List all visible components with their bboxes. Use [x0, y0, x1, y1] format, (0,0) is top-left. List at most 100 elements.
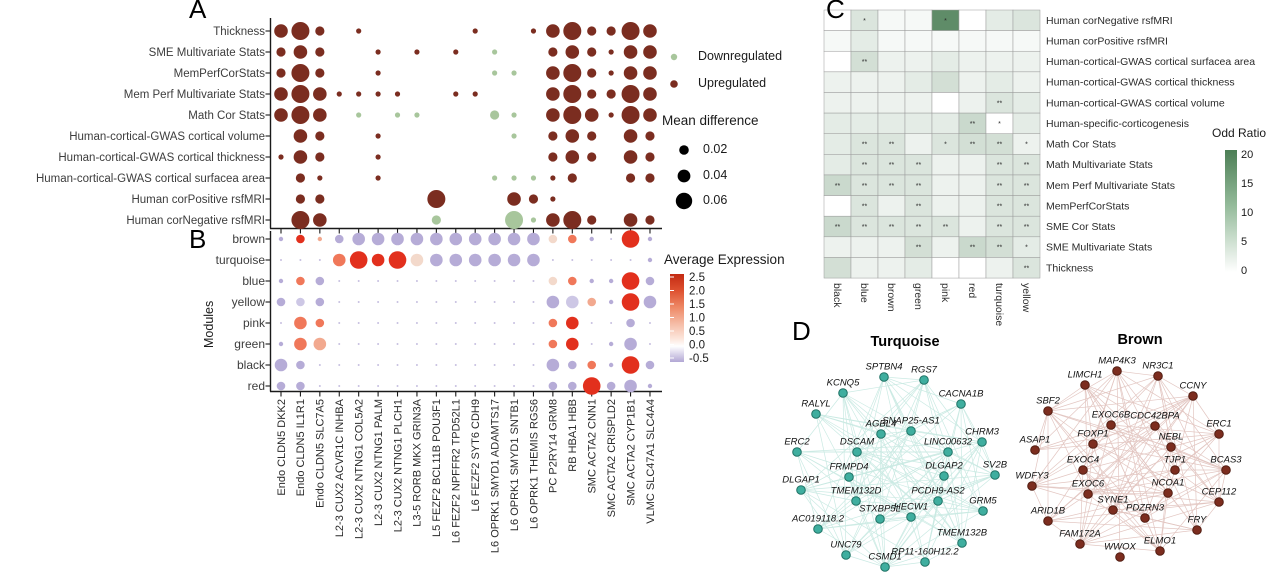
network-node-label: FRMPD4	[829, 462, 868, 473]
network-node-label: EXOC4	[1067, 455, 1099, 466]
network-node-label: GRM5	[969, 496, 997, 507]
panel-a-dotplot: Thickness SME Multivariate Stats MemPerfCo…	[36, 18, 693, 234]
network-node-label: EXOC6B	[1092, 410, 1131, 421]
network-node	[1214, 497, 1224, 507]
network-node-label: TMEM132B	[937, 528, 988, 539]
svg-text:Endo CLDN5 DKK2: Endo CLDN5 DKK2	[276, 399, 288, 496]
network-node-label: CSMD1	[868, 552, 901, 563]
svg-text:brown: brown	[885, 283, 897, 312]
network-node-label: ARID1B	[1030, 506, 1066, 517]
svg-text:**: **	[970, 121, 976, 128]
network-node	[957, 538, 967, 548]
svg-text:**: **	[997, 224, 1003, 231]
network-node-label: HECW1	[894, 502, 928, 513]
svg-text:**: **	[1024, 183, 1030, 190]
network-node	[1221, 465, 1231, 475]
network-node	[796, 485, 806, 495]
network-node	[838, 388, 848, 398]
network-node	[1115, 552, 1125, 562]
network-node	[956, 399, 966, 409]
svg-text:L6 OPRK1 SMYD1 SNTB1: L6 OPRK1 SMYD1 SNTB1	[509, 399, 521, 531]
svg-text:20: 20	[1241, 149, 1253, 161]
network-node-label: TMEM132D	[831, 486, 882, 497]
network-node-label: RP11-160H12.2	[891, 547, 959, 558]
svg-text:pink: pink	[939, 283, 951, 303]
network-node-label: NCOA1	[1152, 478, 1185, 489]
network-node	[879, 372, 889, 382]
network-node-label: BCAS3	[1210, 455, 1242, 466]
network-node-label: WWOX	[1104, 542, 1136, 553]
network-node-label: ERC1	[1206, 419, 1231, 430]
svg-text:**: **	[916, 162, 922, 169]
svg-text:green: green	[912, 283, 924, 310]
svg-text:MemPerfCorStats: MemPerfCorStats	[1046, 200, 1129, 212]
network-node-label: FOXP1	[1077, 429, 1108, 440]
svg-text:L6 FEZF2 NPFFR2 TPD52L1: L6 FEZF2 NPFFR2 TPD52L1	[451, 399, 463, 543]
svg-text:*: *	[863, 18, 866, 25]
svg-text:Human corNegative rsfMRI: Human corNegative rsfMRI	[1046, 15, 1173, 27]
svg-text:*: *	[944, 18, 947, 25]
network-node	[1106, 420, 1116, 430]
svg-text:Human-cortical-GWAS cortical t: Human-cortical-GWAS cortical thickness	[1046, 77, 1235, 89]
network-node	[1075, 539, 1085, 549]
network-edges	[1031, 370, 1227, 558]
network-node-label: PCDH9-AS2	[911, 486, 965, 497]
svg-text:**: **	[835, 183, 841, 190]
svg-text:**: **	[997, 203, 1003, 210]
panel-b-label: B	[189, 224, 207, 254]
svg-text:0.0: 0.0	[689, 340, 705, 352]
network-node	[1112, 366, 1122, 376]
network-node	[1088, 439, 1098, 449]
svg-text:**: **	[862, 162, 868, 169]
svg-text:Human corPositive rsfMRI: Human corPositive rsfMRI	[131, 194, 265, 206]
svg-text:black: black	[237, 358, 266, 372]
network-node-label: EXOC6	[1072, 479, 1105, 490]
svg-text:L3-5 RORB MKX GRIN3A: L3-5 RORB MKX GRIN3A	[412, 398, 424, 526]
svg-text:**: **	[889, 183, 895, 190]
svg-text:**: **	[997, 183, 1003, 190]
svg-text:Human corNegative rsfMRI: Human corNegative rsfMRI	[126, 215, 265, 227]
svg-text:**: **	[1024, 224, 1030, 231]
svg-text:Math Cor Stats: Math Cor Stats	[188, 110, 265, 122]
svg-text:0: 0	[1241, 265, 1247, 277]
size-legend-004: 0.04	[703, 168, 728, 182]
svg-text:2.0: 2.0	[689, 286, 705, 298]
svg-text:Human-cortical-GWAS cortical t: Human-cortical-GWAS cortical thickness	[58, 152, 265, 164]
panel-a-label: A	[189, 0, 207, 24]
svg-text:*: *	[1025, 142, 1028, 149]
network-node-label: CEP112	[1202, 487, 1237, 498]
network-node	[1166, 442, 1176, 452]
network-node-label: ELMO1	[1144, 536, 1176, 547]
network-brown: MAP4K3 NR3C1 LIMCH1 CCNY SBF2 EXOC6B CDC42BPA E…	[1015, 356, 1242, 562]
svg-text:**: **	[889, 142, 895, 149]
network-node-label: SV2B	[983, 460, 1008, 471]
network-node-label: NEBL	[1159, 432, 1184, 443]
svg-text:*: *	[998, 121, 1001, 128]
svg-text:brown: brown	[232, 232, 265, 246]
network-node	[920, 557, 930, 567]
network-node	[1155, 546, 1165, 556]
network-node	[990, 470, 1000, 480]
svg-text:yellow: yellow	[1020, 283, 1032, 313]
network-node-label: FAM172A	[1059, 529, 1101, 540]
network-node	[811, 409, 821, 419]
brown-network-title: Brown	[1117, 332, 1163, 348]
svg-text:**: **	[943, 224, 949, 231]
svg-text:MemPerfCorStats: MemPerfCorStats	[174, 68, 266, 80]
svg-text:**: **	[1024, 203, 1030, 210]
svg-text:**: **	[862, 183, 868, 190]
svg-text:**: **	[997, 162, 1003, 169]
svg-text:**: **	[1024, 265, 1030, 272]
svg-text:Human-specific-corticogenesis: Human-specific-corticogenesis	[1046, 118, 1189, 130]
network-node	[851, 496, 861, 506]
svg-text:SME Cor Stats: SME Cor Stats	[1046, 221, 1115, 233]
svg-text:L2-3 CUX2 NTNG1 PLCH1: L2-3 CUX2 NTNG1 PLCH1	[392, 399, 404, 532]
network-node	[1150, 421, 1160, 431]
svg-text:Endo CLDN5 SLC7A5: Endo CLDN5 SLC7A5	[315, 399, 327, 508]
svg-text:L2-3 CUX2 NTNG1 COL5A2: L2-3 CUX2 NTNG1 COL5A2	[353, 399, 365, 539]
svg-text:0.5: 0.5	[689, 326, 705, 338]
svg-text:**: **	[862, 203, 868, 210]
svg-text:**: **	[997, 245, 1003, 252]
